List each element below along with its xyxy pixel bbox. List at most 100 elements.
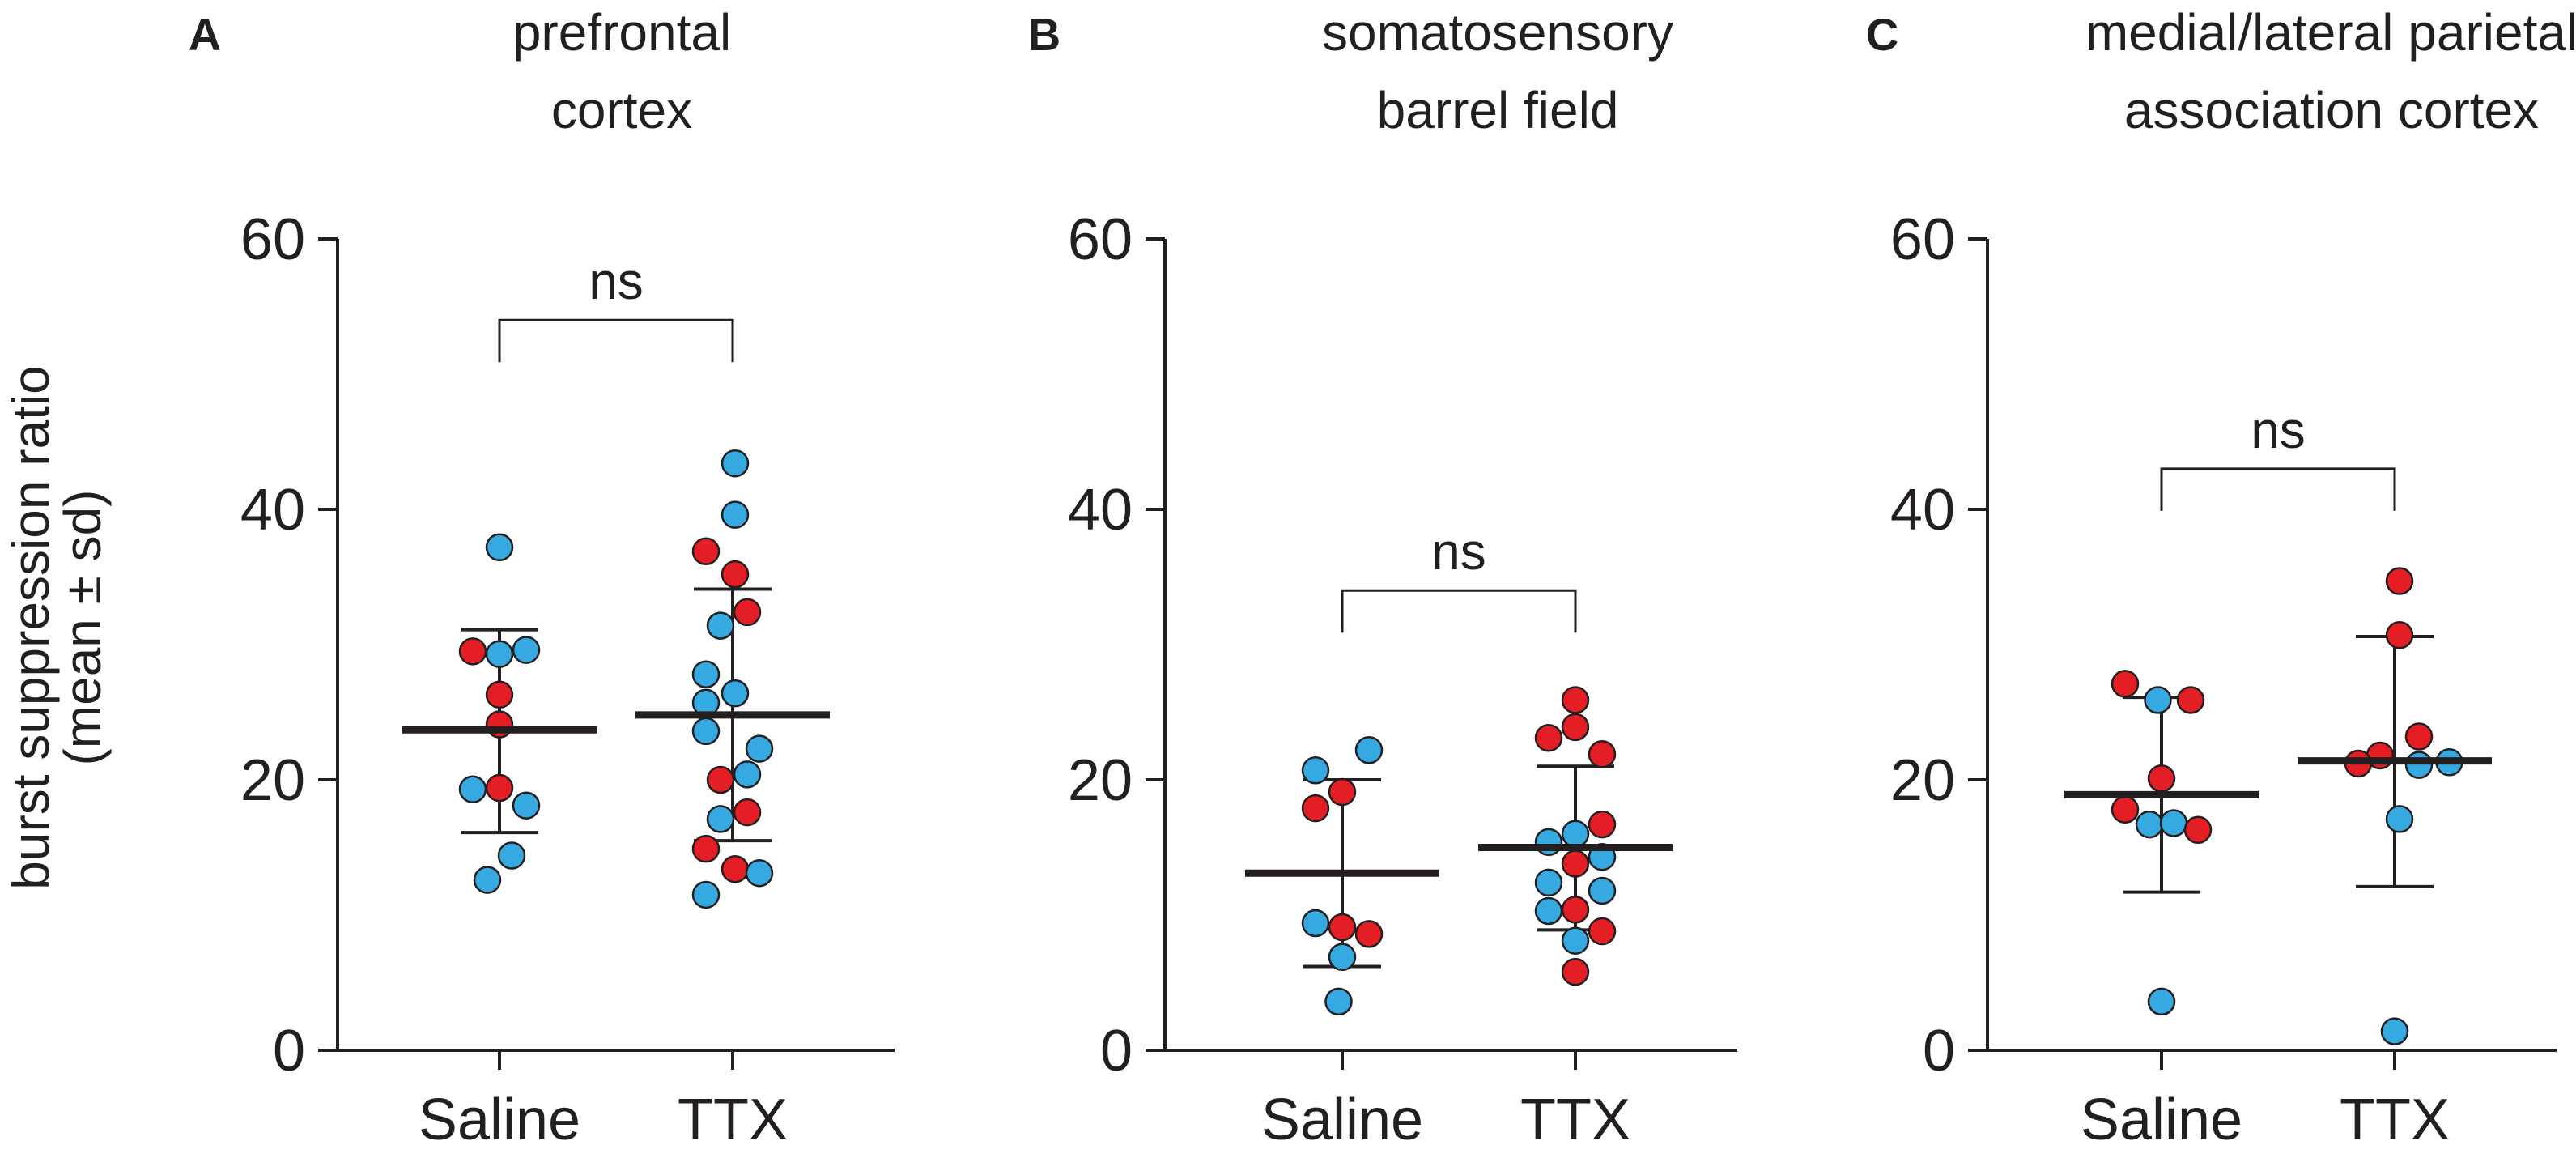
data-point-blue [512,791,541,820]
data-point-blue [1354,736,1384,764]
y-tick-label: 60 [1068,207,1133,272]
data-point-blue [1534,868,1563,897]
data-point-blue [1301,909,1330,938]
data-point-blue [691,660,721,688]
x-category-label: Saline [2081,1088,2242,1152]
data-point-red [691,537,721,566]
panel-title-line: association cortex [2124,81,2539,139]
data-point-red [2176,686,2205,714]
y-tick-label: 0 [273,1019,305,1083]
x-category-label: Saline [1261,1088,1423,1152]
data-point-blue [512,636,541,664]
data-point-red [1534,723,1563,752]
significance-bracket [498,318,734,363]
significance-bracket [2160,467,2396,511]
x-category-label: Saline [419,1088,580,1152]
data-point-red [1561,957,1590,986]
data-point-blue [2144,686,2172,714]
data-point-red [1561,849,1590,878]
y-tick-label: 40 [240,478,305,543]
data-point-blue [745,858,774,888]
significance-label: ns [2251,401,2306,459]
panel-title-line: somatosensory [1322,3,1673,62]
data-point-blue [2385,805,2414,833]
data-point-blue [691,880,721,909]
x-category-label: TTX [2340,1088,2450,1152]
data-point-blue [1534,896,1563,926]
data-point-blue [497,841,526,870]
y-tick-label: 0 [1923,1019,1955,1083]
data-point-blue [721,500,750,529]
data-point-red [2147,764,2176,793]
y-tick-label: 20 [1890,748,1955,813]
data-point-blue [706,805,735,833]
data-point-blue [1561,926,1590,955]
data-point-blue [2147,987,2176,1016]
data-point-red [1354,920,1384,948]
data-point-red [2111,670,2140,698]
data-point-red [721,854,750,883]
panel-title-line: prefrontal [512,3,731,62]
x-category-label: TTX [1520,1088,1630,1152]
data-point-red [1561,896,1590,924]
y-tick-label: 40 [1890,478,1955,543]
data-point-blue [2135,810,2164,839]
data-point-blue [1324,987,1353,1016]
data-point-red [485,680,514,709]
data-point-red [733,798,762,827]
data-point-blue [1561,820,1590,849]
data-point-blue [1301,756,1330,785]
data-point-blue [706,611,735,640]
data-point-blue [691,717,721,746]
y-tick-label: 60 [1890,207,1955,272]
data-point-red [1561,713,1590,742]
data-point-red [733,598,762,627]
data-point-red [485,773,514,803]
panel-title-line: medial/lateral parietal [2085,3,2576,62]
data-point-red [2183,815,2213,845]
data-point-red [1588,917,1617,946]
y-tick-label: 40 [1068,478,1133,543]
data-point-blue [485,533,514,562]
panel-title-line: cortex [551,81,692,139]
data-point-red [1588,740,1617,768]
data-point-blue [733,760,762,789]
y-axis-title-line1: burst suppression ratio [2,365,60,889]
y-tick-label: 20 [1068,748,1133,813]
y-axis-title-line2: (mean ± sd) [53,490,112,766]
x-category-label: TTX [678,1088,788,1152]
significance-label: ns [589,252,644,310]
data-point-blue [721,679,750,708]
data-point-blue [2380,1017,2409,1045]
data-point-red [721,560,750,589]
data-point-red [2385,567,2414,595]
y-tick-label: 20 [240,748,305,813]
data-point-red [706,765,735,794]
data-point-blue [473,866,502,894]
data-point-blue [1534,828,1563,857]
data-point-blue [485,640,514,668]
data-point-red [1301,794,1330,823]
panel-letter: B [1028,9,1061,60]
data-point-blue [2159,809,2188,837]
data-point-blue [458,775,487,803]
significance-bracket [1341,589,1577,633]
data-point-red [485,710,514,739]
data-point-red [458,637,487,666]
data-point-red [1561,686,1590,714]
panel-title-line: barrel field [1377,81,1619,139]
y-axis-title: burst suppression ratio (mean ± sd) [2,365,112,889]
panel-letter: C [1866,9,1898,60]
data-point-red [2385,621,2414,649]
data-point-blue [1328,943,1357,972]
panel-letter: A [189,9,221,60]
data-point-blue [2404,751,2434,779]
data-point-blue [1588,876,1617,905]
y-tick-label: 60 [240,207,305,272]
data-point-red [1588,810,1617,839]
data-point-blue [745,734,774,763]
